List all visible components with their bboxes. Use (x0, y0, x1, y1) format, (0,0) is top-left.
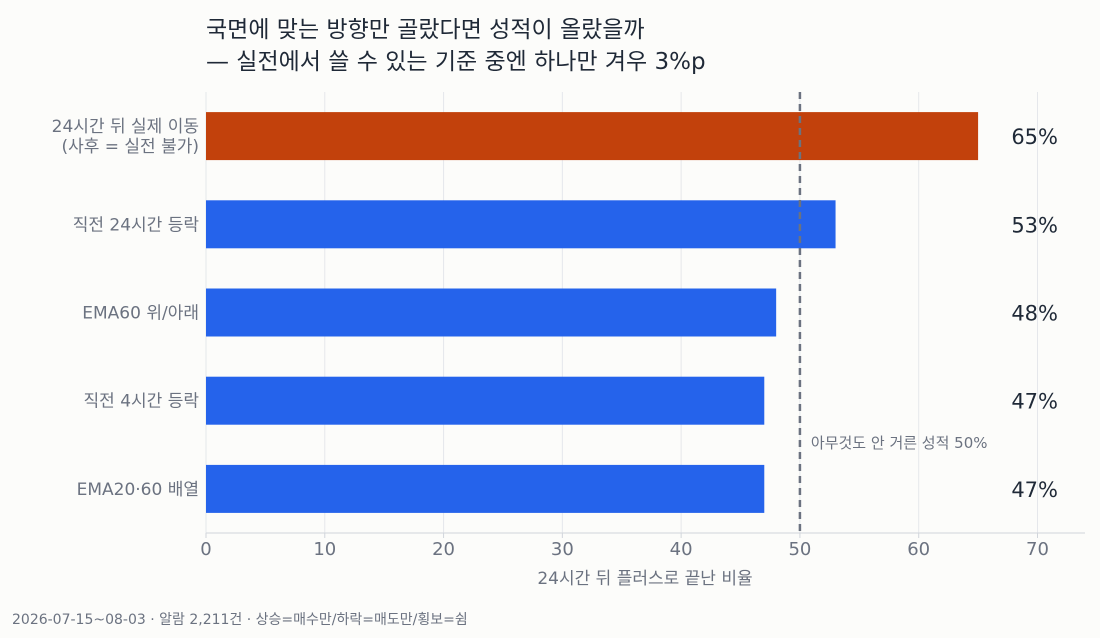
x-tick-label: 10 (313, 539, 336, 560)
category-label: EMA60 위/아래 (82, 304, 199, 324)
footer-note: 2026-07-15~08-03 · 알람 2,211건 · 상승=매수만/하락… (12, 612, 468, 628)
data-label: 53% (1011, 213, 1058, 237)
x-tick-label: 20 (432, 539, 455, 560)
category-label: 24시간 뒤 실제 이동 (52, 117, 199, 137)
chart-title-line-1: 국면에 맞는 방향만 골랐다면 성적이 올랐을까 (206, 17, 645, 43)
chart-title: 국면에 맞는 방향만 골랐다면 성적이 올랐을까 — 실전에서 쓸 수 있는 기… (206, 17, 706, 75)
category-label: EMA20·60 배열 (77, 480, 199, 500)
value-labels: 65% 53% 48% 47% 47% (1011, 125, 1058, 502)
chart-title-line-2: — 실전에서 쓸 수 있는 기준 중엔 하나만 겨우 3%p (206, 49, 706, 75)
x-tick-label: 60 (907, 539, 930, 560)
data-label: 47% (1011, 478, 1058, 502)
bar (206, 376, 765, 425)
category-label: (사후 = 실전 불가) (61, 137, 199, 157)
x-tick-label: 0 (200, 539, 211, 560)
x-axis-title: 24시간 뒤 플러스로 끝난 비율 (537, 569, 752, 589)
x-tick-label: 30 (551, 539, 574, 560)
data-label: 65% (1011, 125, 1058, 149)
data-label: 47% (1011, 390, 1058, 414)
x-axis: 0 10 20 30 40 50 60 70 (200, 532, 1085, 560)
category-label: 직전 24시간 등락 (73, 215, 200, 235)
x-tick-label: 40 (670, 539, 693, 560)
bar (206, 112, 979, 161)
bar (206, 288, 777, 337)
bar (206, 200, 836, 249)
x-tick-label: 50 (788, 539, 811, 560)
category-label: 직전 4시간 등락 (84, 392, 200, 412)
bar (206, 464, 765, 513)
x-tick-label: 70 (1026, 539, 1049, 560)
reference-line-label: 아무것도 안 거른 성적 50% (811, 434, 988, 452)
category-labels: 24시간 뒤 실제 이동(사후 = 실전 불가) 직전 24시간 등락 EMA60 … (52, 117, 200, 500)
data-label: 48% (1011, 302, 1058, 326)
bars (206, 112, 979, 513)
reference-line-group: 아무것도 안 거른 성적 50% (798, 92, 988, 533)
